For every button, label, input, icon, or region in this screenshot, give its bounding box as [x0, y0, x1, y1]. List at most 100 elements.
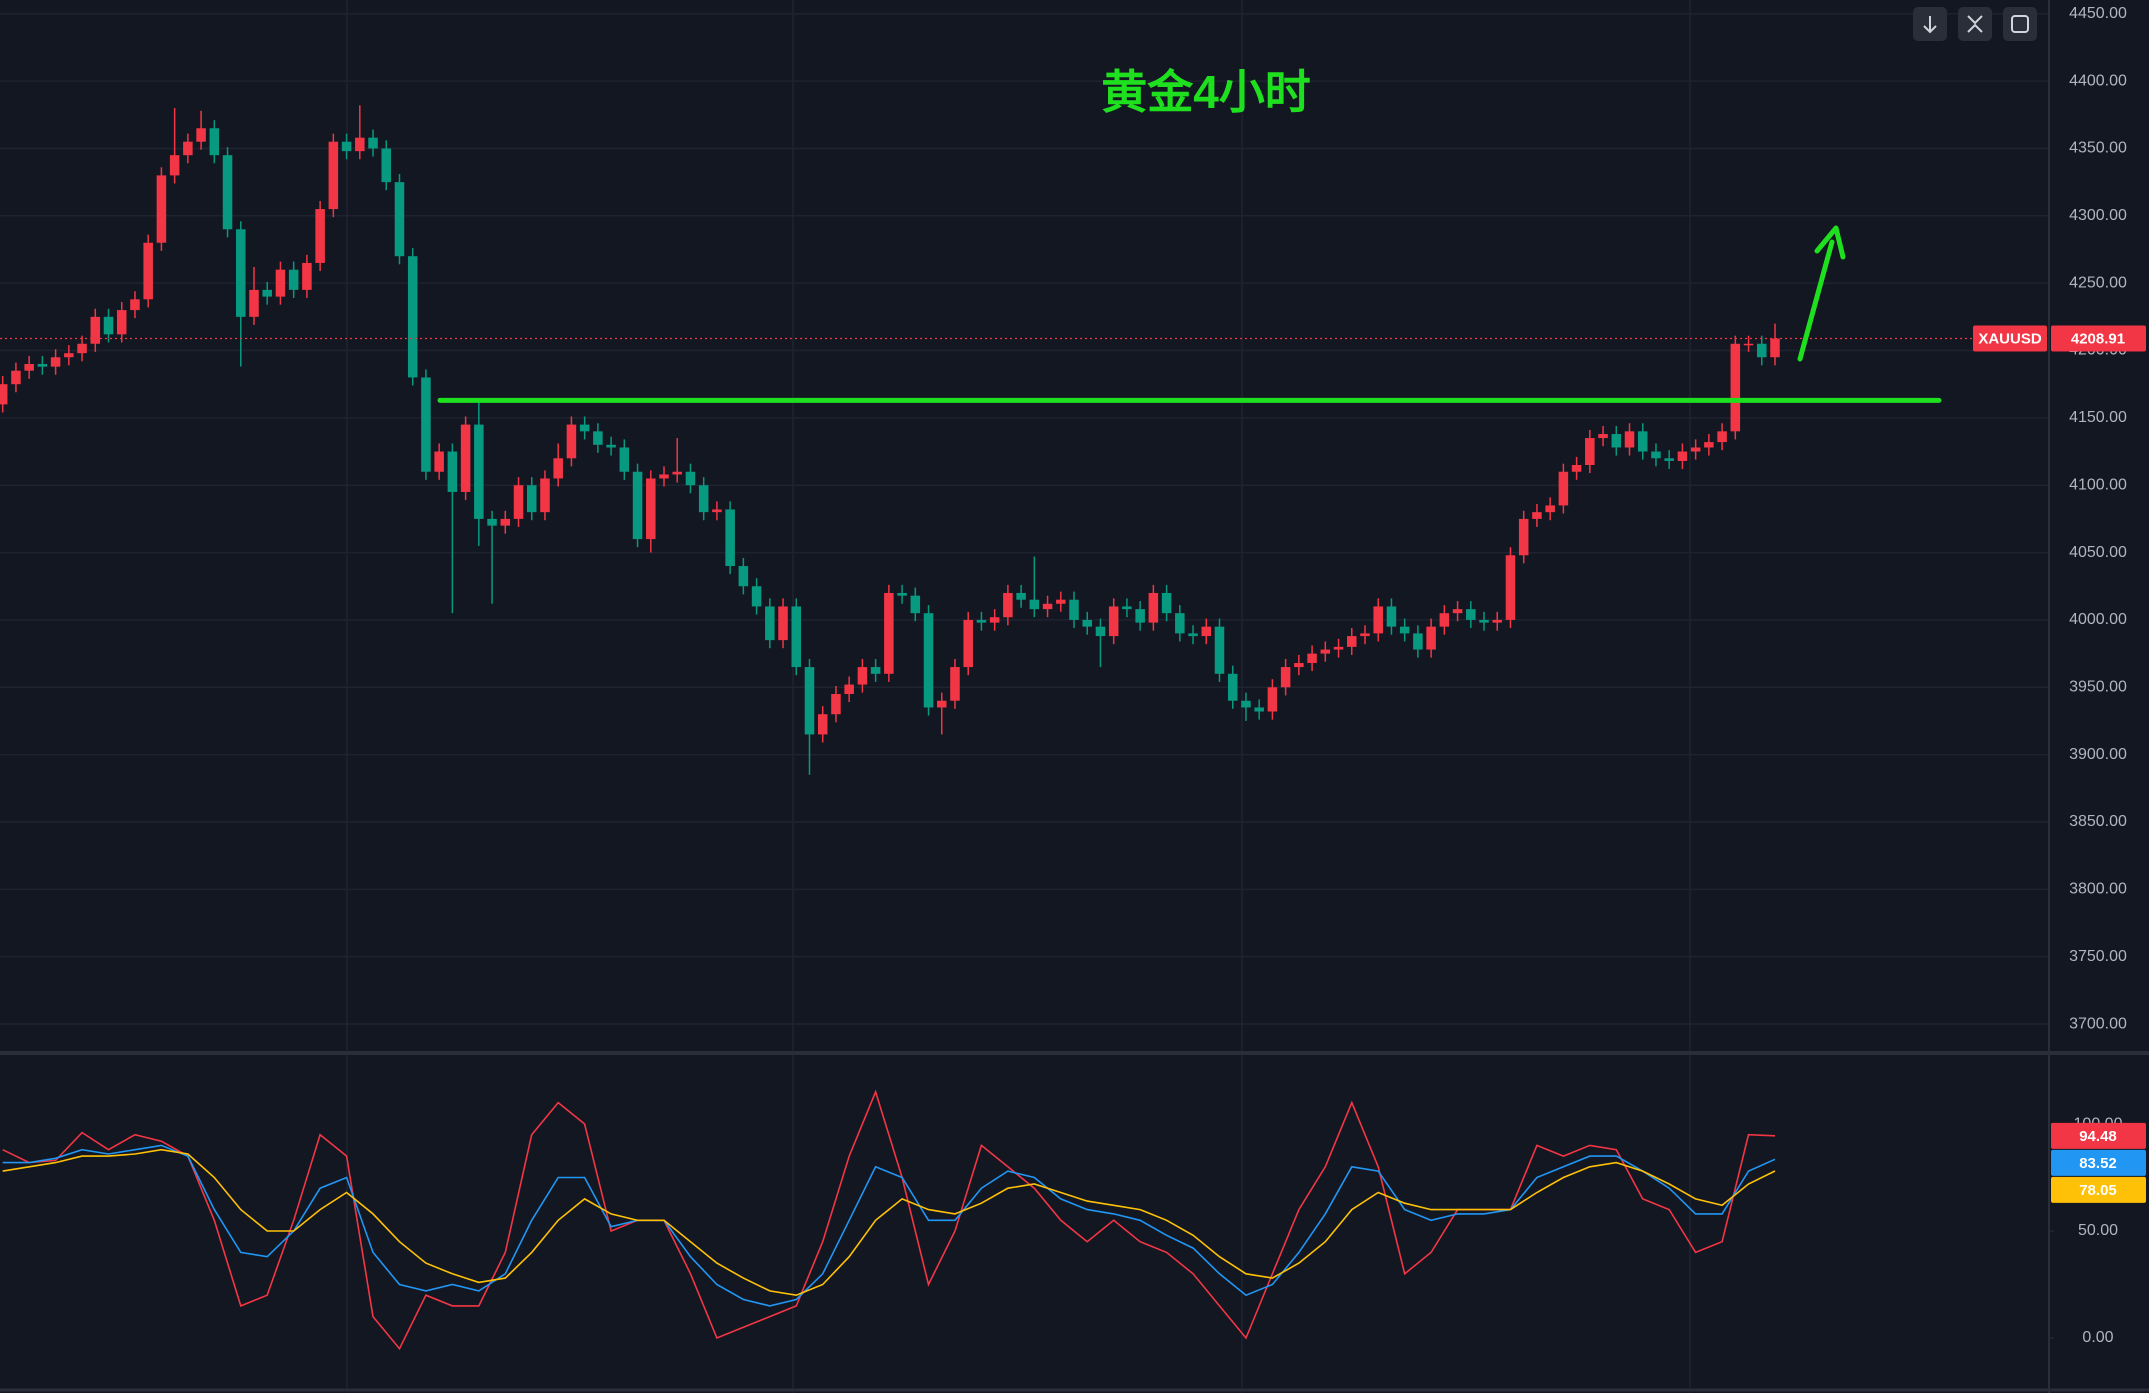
candle-body [196, 128, 206, 142]
candle-body [1704, 442, 1714, 448]
y-tick-label: 4450.00 [2069, 5, 2127, 22]
y-tick-label: 4000.00 [2069, 611, 2127, 628]
candle-body [976, 619, 987, 623]
value-tag [2051, 1149, 2146, 1176]
button-bg[interactable] [2003, 7, 2037, 41]
candle-body [1280, 667, 1291, 688]
indicator-line [2, 1148, 1776, 1297]
candle-body [407, 256, 418, 378]
candle-body [963, 619, 973, 668]
value-tag [2051, 1176, 2146, 1203]
maximize-button[interactable] [2003, 7, 2037, 41]
candle-body [513, 485, 524, 519]
candle-body [712, 509, 722, 513]
candle-body [1439, 613, 1450, 627]
candle-body [1122, 606, 1132, 610]
candle-body [804, 667, 815, 735]
arrow-shaft [1797, 239, 1835, 362]
candle-body [1082, 619, 1093, 627]
candle-body [950, 667, 960, 701]
candle-body [765, 606, 775, 641]
candle-body [302, 262, 312, 290]
candle-body [619, 447, 630, 472]
collapse-button[interactable] [1958, 7, 1992, 41]
y-tick-label: 4250.00 [2069, 274, 2127, 291]
candle-body [1413, 633, 1423, 650]
candle-body [394, 182, 405, 257]
candle-body [1307, 653, 1317, 664]
y-tick-label: 4400.00 [2069, 72, 2127, 89]
candle-body [169, 155, 180, 176]
candle-body [989, 617, 1000, 623]
candle-body [1730, 343, 1741, 432]
candle-body [1254, 707, 1264, 712]
candle-body [1598, 434, 1608, 439]
down-icon [1923, 16, 1937, 34]
y-tick-label: 0.00 [2082, 1329, 2113, 1346]
price-tag [2051, 325, 2146, 352]
candle-body [1651, 451, 1661, 459]
candle-body [844, 684, 854, 695]
candle-body [870, 667, 881, 674]
candle-body [500, 518, 511, 526]
candle-body [698, 485, 709, 513]
candle-body [1532, 512, 1542, 519]
y-tick-label: 3750.00 [2069, 948, 2127, 965]
candle-body [24, 363, 34, 371]
candle-body [1479, 619, 1489, 623]
candle-body [672, 471, 682, 475]
toolbar [1913, 7, 2037, 41]
candle-body [183, 141, 193, 156]
candle-body [262, 289, 272, 297]
candle-body [540, 478, 550, 513]
candle-body [1360, 633, 1370, 637]
candle-body [50, 357, 61, 367]
y-tick-label: 4150.00 [2069, 409, 2127, 426]
candle-body [1029, 599, 1040, 610]
candle-body [659, 474, 669, 479]
candle-body [1175, 613, 1185, 634]
candle-body [1148, 592, 1159, 623]
candle-body [447, 451, 458, 492]
candle-body [156, 175, 167, 243]
y-tick-label: 4300.00 [2069, 207, 2127, 224]
candle-body [1161, 592, 1172, 614]
candle-body [1585, 438, 1595, 466]
candle-body [1294, 663, 1304, 668]
candle-body [355, 137, 365, 152]
candle-body [751, 586, 762, 607]
candle-body [103, 316, 114, 335]
candle-body [1056, 599, 1066, 604]
candle-body [1188, 633, 1198, 637]
candle-body [116, 310, 127, 335]
candle-body [1452, 609, 1463, 614]
y-tick-label: 4100.00 [2069, 476, 2127, 493]
y-tick-label: 4350.00 [2069, 140, 2127, 157]
trend-arrow [1797, 225, 1846, 362]
candle-body [632, 471, 643, 540]
candle-body [1717, 431, 1727, 443]
candle-body [923, 613, 934, 708]
candle-body [1267, 687, 1278, 712]
candle-body [341, 141, 352, 152]
candle-body [1333, 646, 1344, 650]
value-tag [2051, 1122, 2146, 1149]
collapse-icon [1967, 15, 1983, 33]
symbol-label: XAUUSD [1978, 330, 2042, 347]
y-tick-label: 3700.00 [2069, 1015, 2127, 1032]
candle-body [1492, 619, 1503, 623]
candle-body [421, 377, 431, 472]
y-tick-label: 3800.00 [2069, 881, 2127, 898]
candle-body [1677, 451, 1688, 461]
candle-body [315, 209, 325, 263]
y-tick-label: 3950.00 [2069, 678, 2127, 695]
candle-body [1069, 599, 1079, 620]
candle-body [11, 370, 21, 385]
candle-body [1042, 603, 1053, 610]
candle-body [817, 714, 828, 735]
candle-body [579, 424, 590, 432]
scroll-button[interactable] [1913, 7, 1947, 41]
candle-body [526, 485, 537, 513]
grid [0, 12, 2049, 1025]
maximize-icon [2011, 15, 2029, 33]
